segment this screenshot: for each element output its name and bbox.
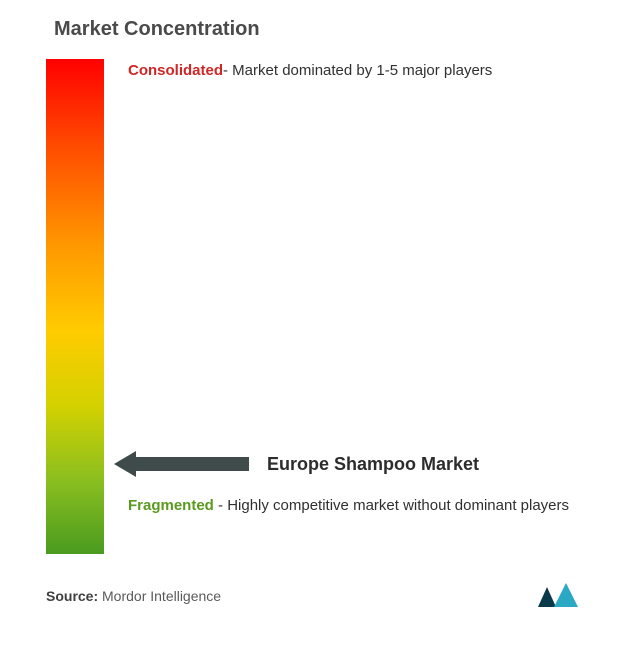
market-label: Europe Shampoo Market bbox=[267, 454, 479, 475]
arrow-shaft bbox=[132, 457, 249, 471]
infographic-container: Market Concentration Consolidated- Marke… bbox=[0, 0, 626, 647]
page-title: Market Concentration bbox=[54, 18, 586, 41]
fragmented-label: Fragmented bbox=[128, 497, 214, 514]
source-prefix: Source: bbox=[46, 588, 102, 604]
fragmented-description: Fragmented - Highly competitive market w… bbox=[128, 491, 586, 521]
consolidated-label: Consolidated bbox=[128, 62, 223, 79]
footer: Source: Mordor Intelligence bbox=[46, 581, 580, 611]
consolidated-description: Consolidated- Market dominated by 1-5 ma… bbox=[128, 61, 586, 81]
source-line: Source: Mordor Intelligence bbox=[46, 588, 221, 604]
arrow-head bbox=[114, 451, 136, 477]
mordor-logo-icon bbox=[536, 581, 580, 611]
consolidated-text: - Market dominated by 1-5 major players bbox=[223, 62, 492, 79]
concentration-gradient-bar bbox=[46, 59, 104, 554]
market-marker-row: Europe Shampoo Market bbox=[114, 453, 479, 475]
content-area: Consolidated- Market dominated by 1-5 ma… bbox=[46, 59, 586, 569]
fragmented-text: - Highly competitive market without domi… bbox=[214, 497, 569, 514]
source-name: Mordor Intelligence bbox=[102, 588, 221, 604]
arrow-left-icon bbox=[114, 453, 249, 475]
